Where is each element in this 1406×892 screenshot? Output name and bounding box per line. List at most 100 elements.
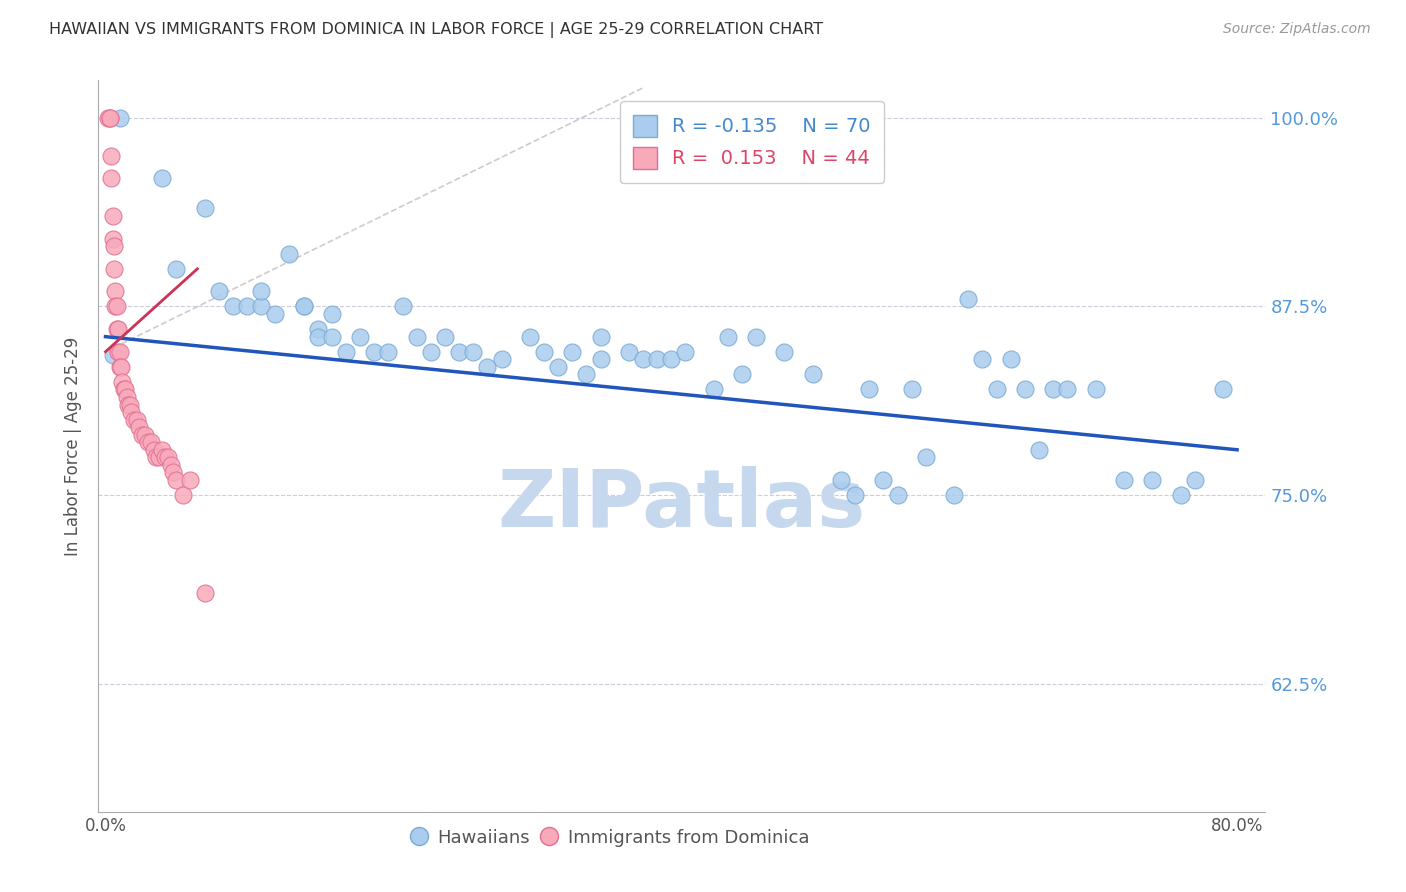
Point [533, 344, 555, 359]
Point [631, 352, 654, 367]
Point [675, 344, 697, 359]
Point [115, 390, 138, 404]
Point [1000, 352, 1022, 367]
Point [193, 202, 215, 216]
Text: ZIPatlas: ZIPatlas [498, 466, 866, 543]
Point [103, 239, 125, 253]
Point [519, 329, 541, 343]
Point [292, 300, 315, 314]
Point [108, 359, 131, 374]
Y-axis label: In Labor Force | Age 25-29: In Labor Force | Age 25-29 [65, 336, 83, 556]
Point [120, 405, 142, 419]
Point [844, 488, 866, 502]
Point [128, 420, 150, 434]
Point [986, 383, 1008, 397]
Point [292, 300, 315, 314]
Point [101, 232, 124, 246]
Point [1184, 473, 1206, 487]
Point [107, 322, 129, 336]
Point [145, 450, 167, 465]
Point [110, 359, 132, 374]
Point [97, 111, 120, 125]
Point [114, 383, 136, 397]
Point [321, 307, 343, 321]
Point [122, 412, 145, 426]
Point [153, 450, 176, 465]
Point [108, 111, 131, 125]
Point [801, 368, 824, 382]
Point [589, 329, 612, 343]
Point [98, 111, 121, 125]
Point [900, 383, 922, 397]
Point [156, 450, 179, 465]
Legend: Hawaiians, Immigrants from Dominica: Hawaiians, Immigrants from Dominica [406, 822, 817, 854]
Point [100, 171, 122, 186]
Point [731, 368, 754, 382]
Point [150, 442, 173, 457]
Point [162, 466, 184, 480]
Point [112, 383, 135, 397]
Point [136, 435, 159, 450]
Point [104, 285, 127, 299]
Point [101, 209, 124, 223]
Point [107, 344, 129, 359]
Point [139, 435, 162, 450]
Point [363, 344, 385, 359]
Point [1112, 473, 1135, 487]
Point [1028, 442, 1050, 457]
Point [1042, 383, 1064, 397]
Point [165, 473, 187, 487]
Point [111, 375, 134, 389]
Point [222, 300, 245, 314]
Point [377, 344, 399, 359]
Point [208, 285, 231, 299]
Point [118, 398, 141, 412]
Point [561, 344, 583, 359]
Point [335, 344, 357, 359]
Point [858, 383, 880, 397]
Point [463, 344, 485, 359]
Point [134, 427, 156, 442]
Point [659, 352, 682, 367]
Point [100, 149, 122, 163]
Point [915, 450, 938, 465]
Point [236, 300, 259, 314]
Point [142, 442, 165, 457]
Point [872, 473, 894, 487]
Point [250, 285, 273, 299]
Point [391, 300, 413, 314]
Point [108, 344, 131, 359]
Point [491, 352, 513, 367]
Point [617, 344, 640, 359]
Point [1170, 488, 1192, 502]
Point [125, 412, 148, 426]
Point [433, 329, 456, 343]
Point [1142, 473, 1164, 487]
Point [150, 171, 173, 186]
Point [547, 359, 569, 374]
Point [172, 488, 194, 502]
Point [449, 344, 471, 359]
Point [1212, 383, 1234, 397]
Point [477, 359, 499, 374]
Point [264, 307, 287, 321]
Point [645, 352, 668, 367]
Point [159, 458, 181, 472]
Point [589, 352, 612, 367]
Point [773, 344, 796, 359]
Point [278, 246, 301, 260]
Point [105, 322, 128, 336]
Point [131, 427, 153, 442]
Point [104, 300, 127, 314]
Point [250, 300, 273, 314]
Point [307, 329, 329, 343]
Point [1014, 383, 1036, 397]
Point [943, 488, 966, 502]
Point [103, 261, 125, 276]
Point [307, 322, 329, 336]
Point [1084, 383, 1107, 397]
Point [703, 383, 725, 397]
Point [957, 292, 980, 306]
Point [830, 473, 852, 487]
Point [972, 352, 994, 367]
